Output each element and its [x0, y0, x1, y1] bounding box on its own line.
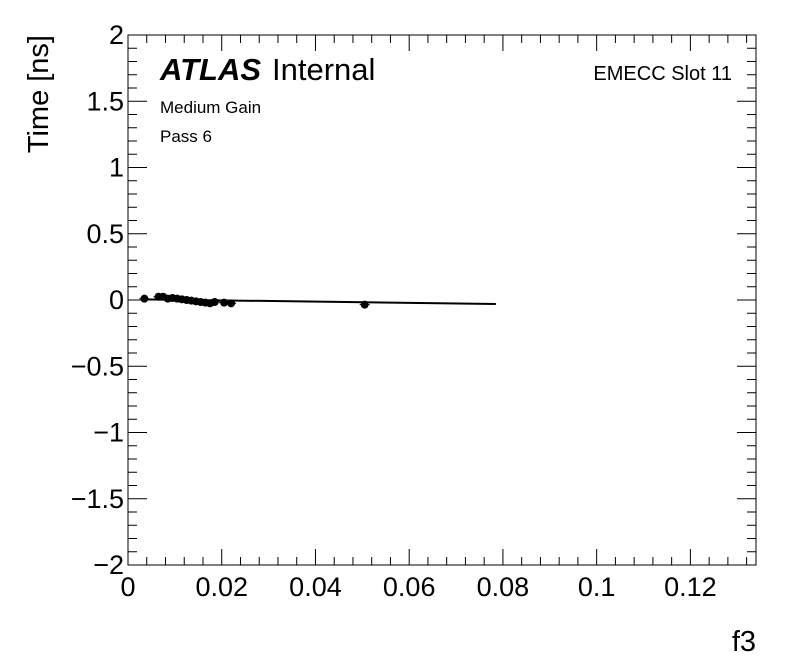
- plot-frame: [127, 34, 757, 566]
- y-axis-label: Time [ns]: [23, 35, 55, 153]
- x-tick-label: 0.06: [383, 572, 436, 602]
- internal-label: Internal: [272, 52, 375, 87]
- y-tick-label: 2: [109, 20, 124, 50]
- y-tick-label: 1: [109, 153, 124, 183]
- pass-label: Pass 6: [160, 127, 212, 146]
- axis-ticks: [127, 34, 756, 566]
- y-tick-label: −2: [93, 550, 124, 580]
- data-point: [140, 294, 149, 303]
- y-tick-label: −1.5: [71, 484, 124, 514]
- x-tick-labels: 0 0.02 0.04 0.06 0.08 0.1 0.12: [120, 572, 716, 602]
- data-point: [360, 300, 369, 309]
- x-tick-label: 0.08: [477, 572, 530, 602]
- y-tick-label: −0.5: [71, 351, 124, 381]
- data-point: [220, 298, 229, 307]
- slot-label: EMECC Slot 11: [593, 63, 732, 85]
- data-point: [227, 299, 236, 308]
- x-axis-label: f3: [732, 626, 756, 658]
- y-tick-label: −1: [93, 418, 124, 448]
- y-tick-labels: −2 −1.5 −1 −0.5 0 0.5 1 1.5 2: [71, 20, 124, 580]
- y-tick-label: 0: [109, 285, 124, 315]
- x-tick-label: 0.04: [289, 572, 342, 602]
- atlas-label: ATLAS: [159, 52, 261, 87]
- x-tick-label: 0: [120, 572, 135, 602]
- data-point: [210, 297, 219, 306]
- x-tick-label: 0.1: [578, 572, 616, 602]
- x-tick-label: 0.02: [195, 572, 248, 602]
- y-tick-label: 1.5: [86, 86, 124, 116]
- data-series: [139, 292, 496, 309]
- gain-label: Medium Gain: [160, 98, 261, 117]
- x-tick-label: 0.12: [664, 572, 717, 602]
- y-tick-label: 0.5: [86, 219, 124, 249]
